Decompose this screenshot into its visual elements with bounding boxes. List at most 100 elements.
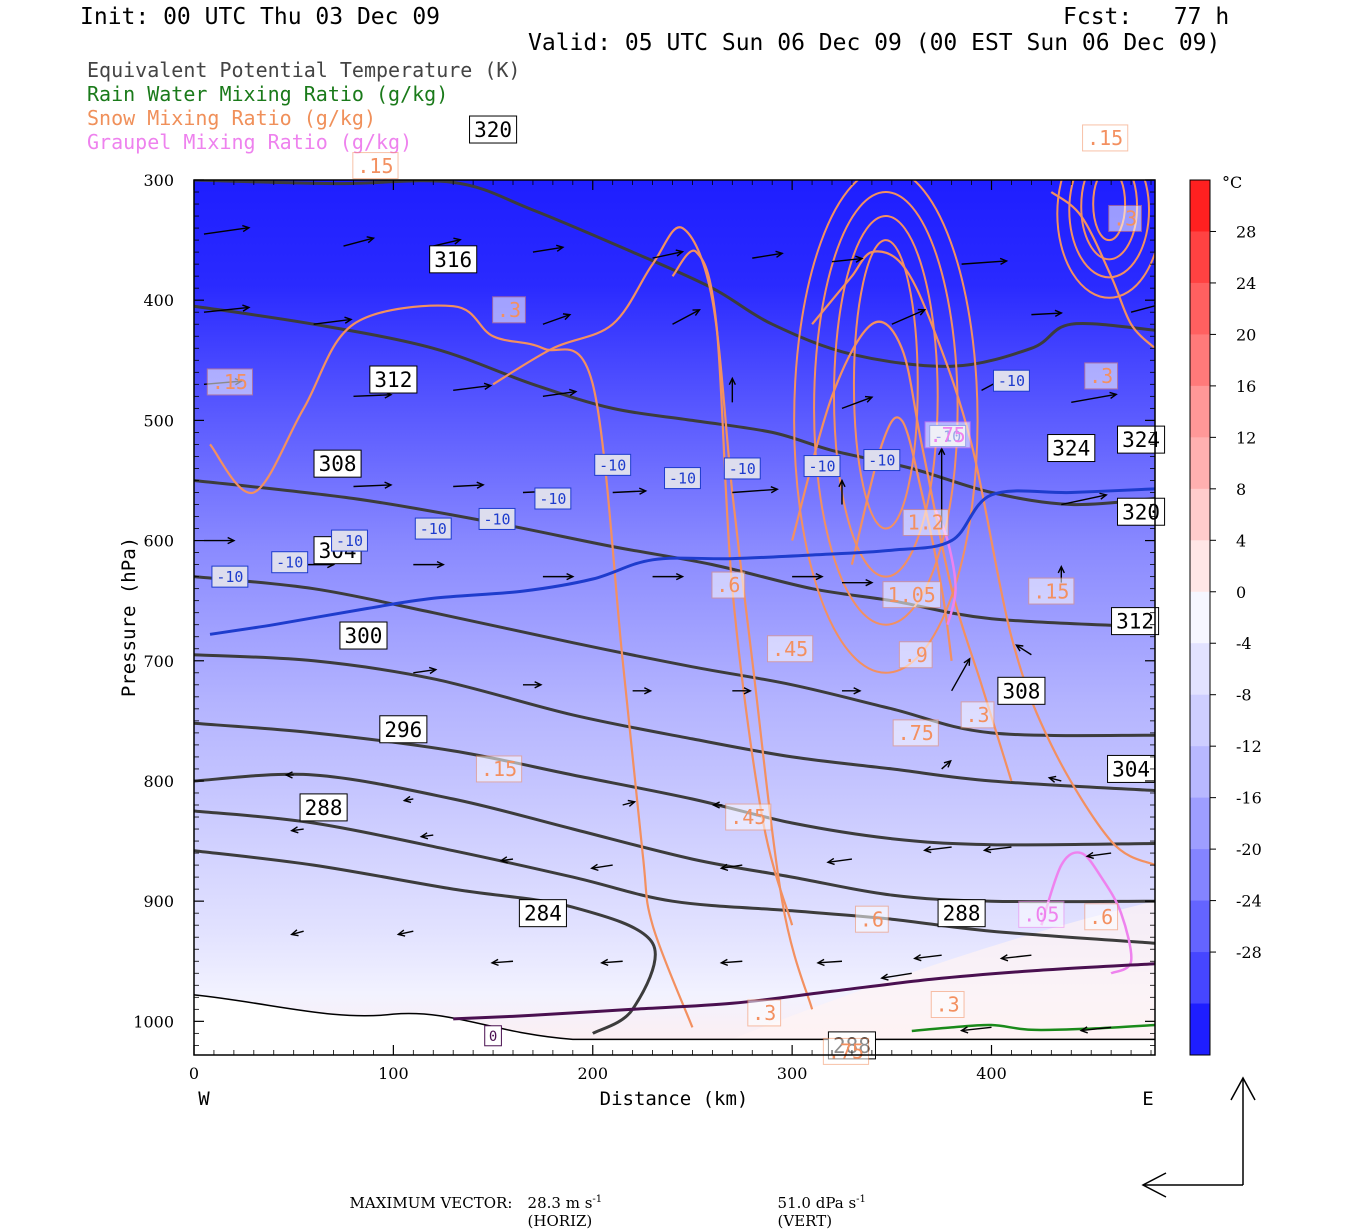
wind-vector-head-24	[476, 481, 485, 489]
graupel-label-1: .75	[924, 421, 971, 449]
colorbar-frame	[1189, 179, 1211, 1056]
theta-e-label-14-text: 312	[1116, 610, 1154, 634]
y-axis-title: Pressure (hPa)	[118, 537, 140, 697]
wind-vector-head-70	[959, 1026, 969, 1034]
colorbar-swatch-8	[1190, 591, 1210, 644]
isotherm-label-3-box	[414, 517, 452, 540]
wind-vector-2	[433, 239, 461, 247]
isotherm-label-0-box	[211, 565, 249, 588]
warm-surface-shading	[692, 901, 1155, 1055]
theta-e-contour-288-7	[194, 809, 1155, 945]
snow-label-0-text: .15	[357, 154, 393, 178]
isotherm-label-6: -10	[594, 453, 632, 476]
wind-vector-head-68	[999, 954, 1009, 962]
wind-vector-head-34	[566, 572, 575, 581]
wind-vector-54	[500, 858, 514, 862]
wind-vector-head-43	[853, 687, 862, 695]
theta-e-label-0: 320	[469, 115, 518, 144]
wind-vector-68	[1001, 954, 1032, 960]
snow-label-6-box	[725, 803, 772, 831]
theta-e-label-16-text: 304	[1112, 758, 1150, 782]
graupel-label-1-box	[924, 421, 971, 449]
wind-vector-61	[291, 930, 304, 936]
wind-vector-head-51	[1047, 775, 1057, 783]
colorbar-swatch-10	[1190, 694, 1210, 747]
wind-vector-head-49	[711, 801, 720, 809]
isotherm-label-7-box	[664, 467, 701, 490]
isotherm-label-2: -10	[331, 529, 368, 552]
wind-vector-head-9	[344, 316, 353, 324]
wind-vector-head-22	[1109, 391, 1118, 400]
theta-e-label-7-text: 288	[305, 796, 343, 820]
theta-e-label-13: 320	[1117, 497, 1166, 526]
theta-e-label-5: 300	[339, 621, 388, 650]
snow-label-10-text: .9	[904, 643, 928, 667]
wind-vector-head-7	[999, 257, 1009, 266]
x-axis-title: Distance (km)	[600, 1088, 749, 1110]
field-label-graupel: Graupel Mixing Ratio (g/kg)	[87, 130, 413, 154]
theta-e-label-2-box	[369, 365, 418, 394]
snow-label-20: .15	[1082, 124, 1129, 152]
snow-label-9-text: 1.05	[888, 583, 936, 607]
wind-vector-head-61	[290, 929, 299, 937]
snow-label-7-text: .6	[860, 907, 884, 931]
isotherm-label-10-text: -10	[868, 451, 895, 469]
wind-vector-head-66	[816, 958, 825, 967]
x-tick-label-200: 200	[577, 1064, 608, 1083]
theta-e-contour-300-5	[194, 721, 1155, 847]
zero-isotherm-label-text: 0	[489, 1029, 497, 1045]
isotherm-label-7-text: -10	[669, 469, 696, 487]
snow-label-18: .6	[1084, 903, 1119, 931]
snow-label-12-box	[960, 701, 995, 729]
isotherm-label-10: -10	[863, 449, 901, 472]
isotherm-label-3-text: -10	[420, 520, 447, 538]
snow-label-16: .3	[930, 991, 965, 1019]
zero-isotherm-label: 0	[484, 1025, 502, 1047]
wind-vector-30	[1061, 494, 1107, 506]
graupel-label-1-text: .75	[930, 423, 966, 447]
graupel-contour-1	[1040, 851, 1133, 975]
theta-e-contour-320-0	[194, 180, 1155, 368]
ref-vector-vertical-head	[1230, 1076, 1256, 1101]
colorbar-swatch-11	[1190, 746, 1210, 799]
wind-vector-head-10	[562, 313, 572, 321]
wind-vector-head-29	[937, 446, 946, 456]
isotherm-label-1-text: -10	[276, 554, 303, 572]
snow-contour-6	[1050, 191, 1155, 350]
isotherm-minus-10	[209, 487, 1155, 636]
wind-vector-head-27	[770, 486, 779, 494]
colorbar-swatch-4	[1190, 385, 1210, 438]
wind-vector-12	[891, 309, 926, 325]
y-tick-label-400: 400	[143, 291, 174, 310]
wind-vector-4	[652, 251, 683, 259]
wind-vector-head-62	[396, 929, 406, 937]
colorbar-tick-label-4: 4	[1236, 531, 1246, 550]
isotherm-label-8-text: -10	[729, 460, 756, 478]
colorbar-tick-label-16: 16	[1236, 377, 1256, 396]
wind-vector-48	[622, 801, 635, 806]
y-tick-label-900: 900	[143, 892, 174, 911]
wind-vector-head-46	[284, 771, 293, 779]
wind-vector-55	[591, 864, 613, 869]
snow-label-3-text: .6	[716, 573, 740, 597]
isotherm-label-3: -10	[414, 517, 452, 540]
theta-e-label-0-text: 320	[474, 118, 512, 142]
colorbar-swatch-14	[1190, 900, 1210, 953]
wind-vector-24	[453, 484, 484, 488]
ref-vector-horizontal-head	[1141, 1172, 1167, 1198]
wind-vector-8	[203, 306, 250, 313]
wind-vector-head-1	[366, 236, 376, 244]
isotherm-label-8-box	[723, 457, 761, 480]
x-tick-label-0: 0	[189, 1064, 199, 1083]
wind-vector-head-53	[419, 832, 429, 840]
theta-e-label-2-text: 312	[374, 368, 412, 392]
wind-vector-51	[1049, 777, 1062, 782]
theta-e-label-16: 304	[1107, 754, 1156, 783]
wind-vector-1	[343, 237, 374, 247]
wind-vector-22	[1071, 393, 1117, 404]
isotherm-label-5-box	[534, 487, 572, 510]
theta-e-label-13-box	[1117, 497, 1166, 526]
theta-e-label-3: 308	[313, 449, 362, 478]
wind-vector-69	[881, 972, 912, 979]
wind-vector-head-31	[227, 536, 236, 545]
